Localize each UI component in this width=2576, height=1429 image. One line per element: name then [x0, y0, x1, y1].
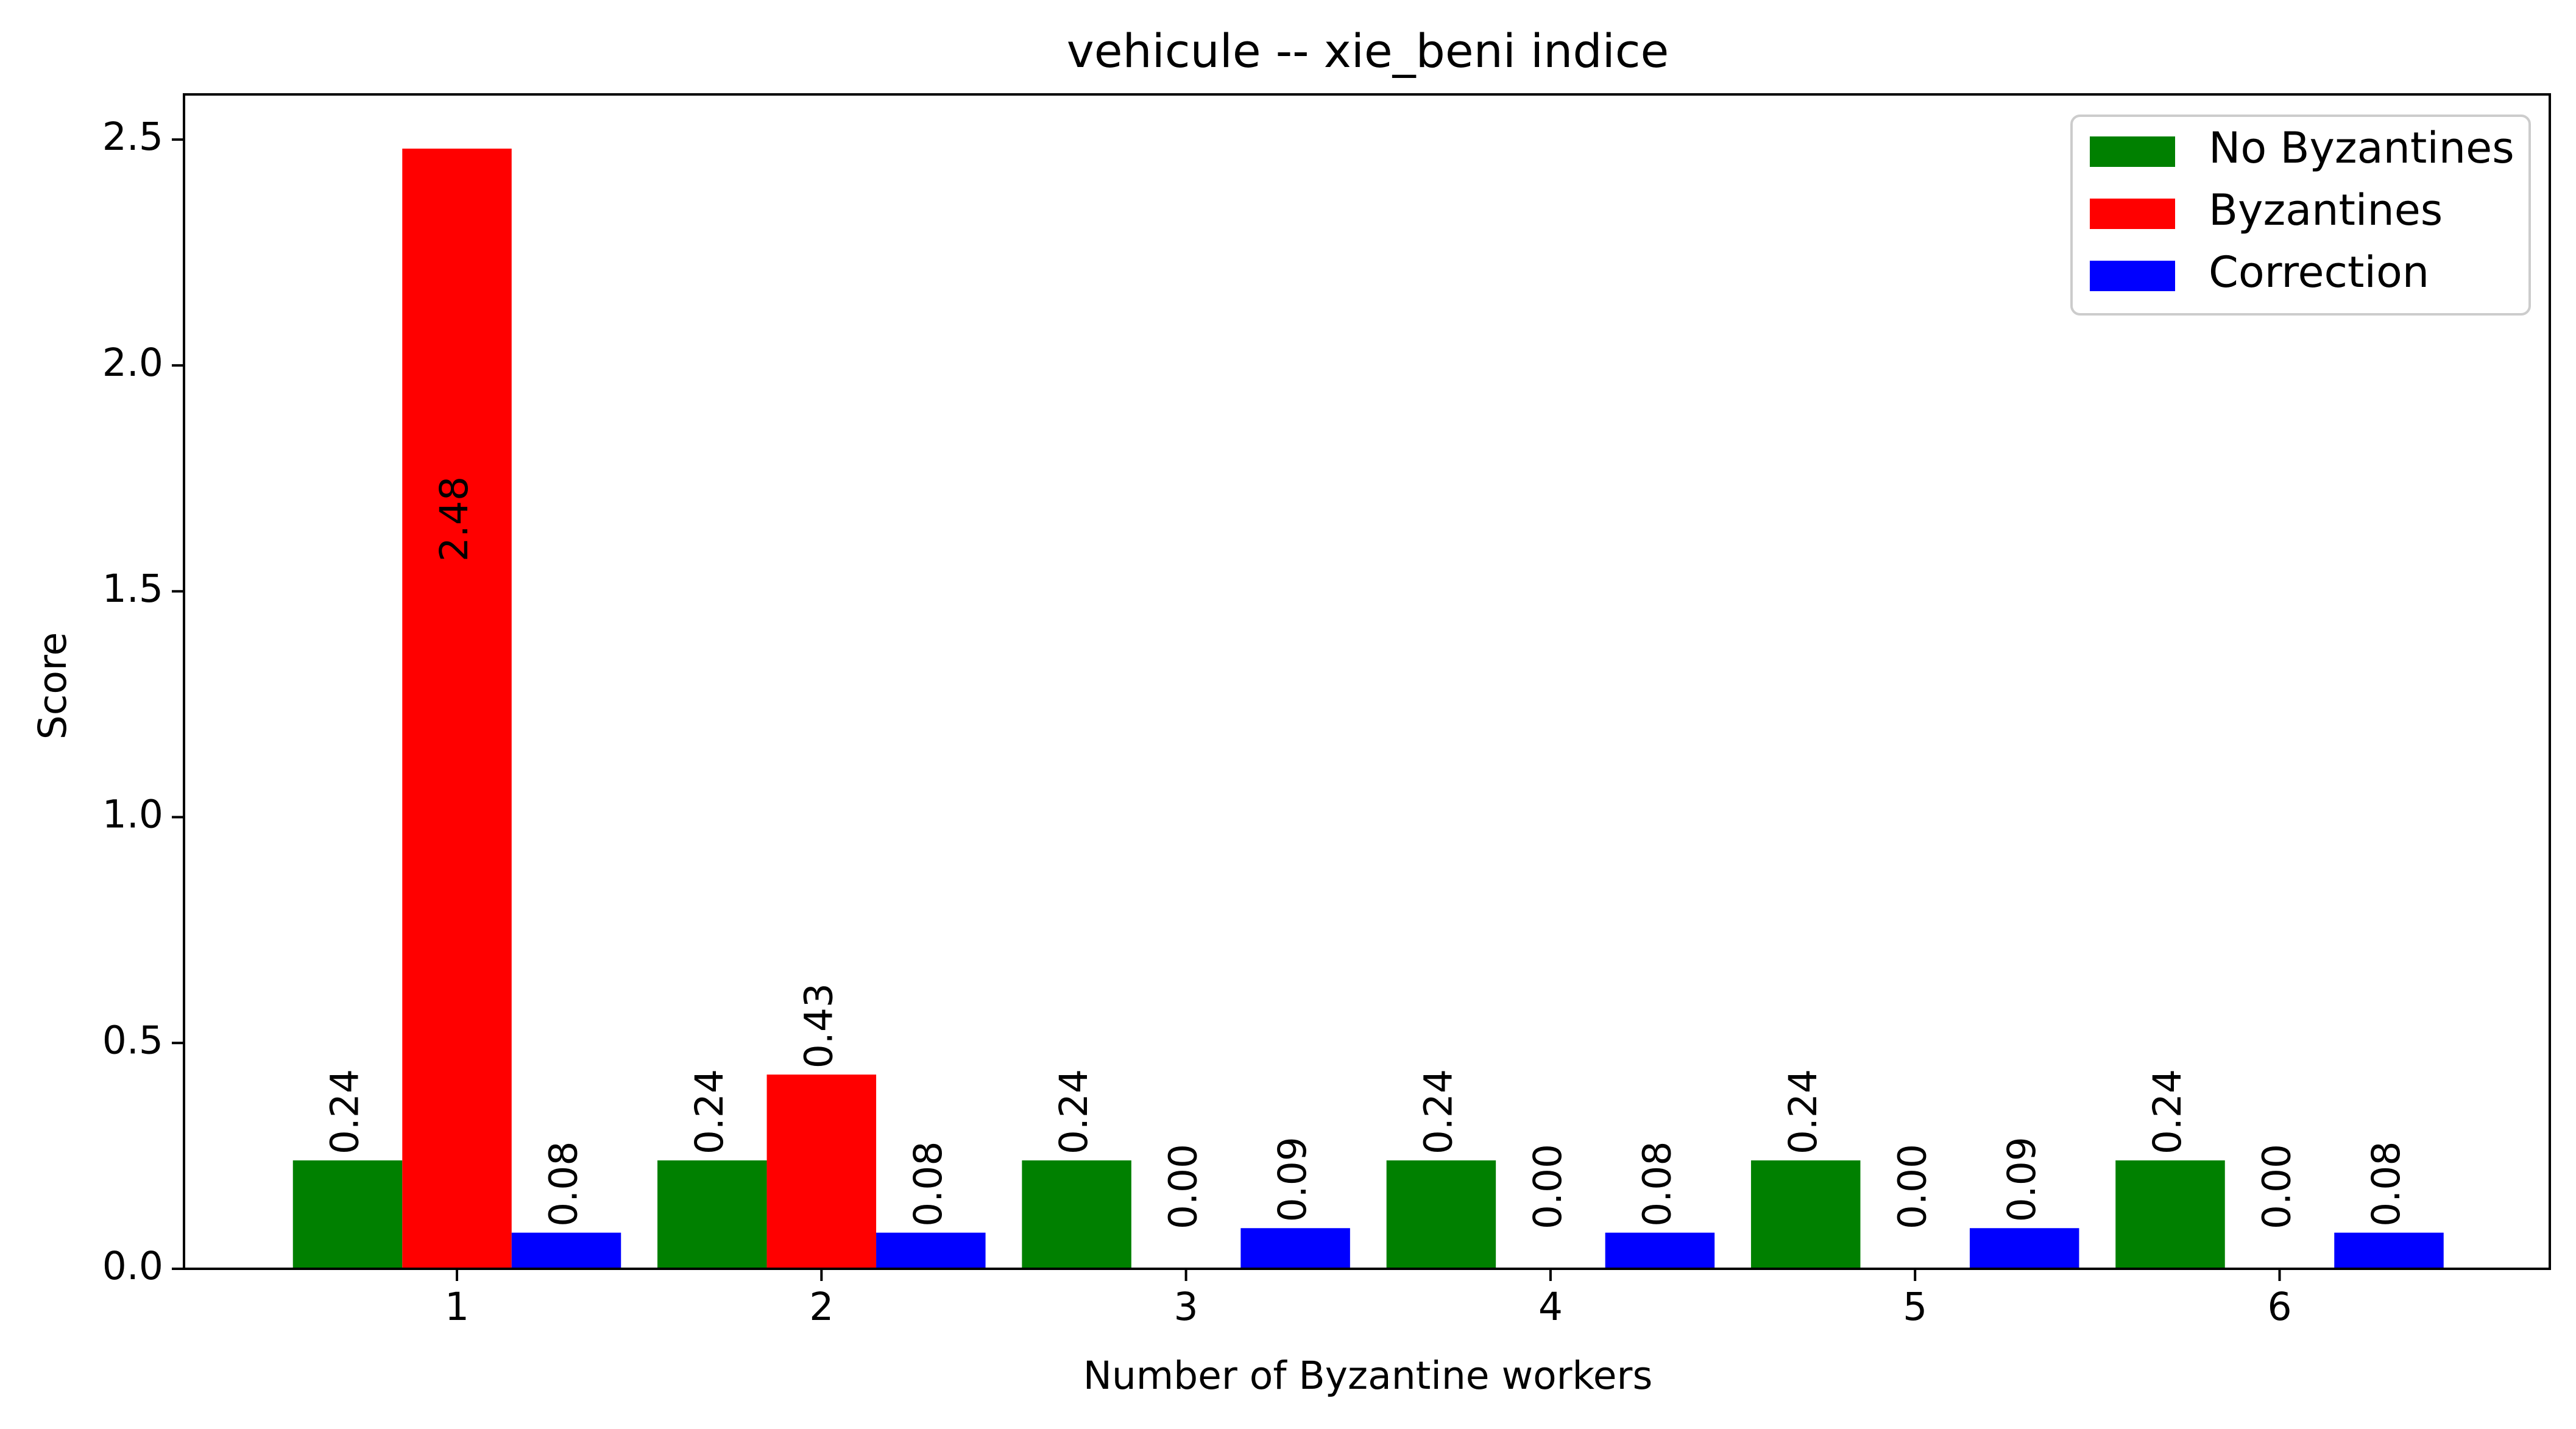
bar-value-label: 2.48: [432, 476, 476, 562]
y-axis-label: Score: [30, 632, 75, 739]
bar: [876, 1232, 986, 1269]
bar: [402, 148, 512, 1269]
plot-frame: [183, 93, 2551, 1270]
bar-value-label: 0.24: [1052, 1069, 1096, 1154]
bar-value-label: 0.24: [2145, 1069, 2190, 1154]
bar: [1750, 1160, 1861, 1269]
legend-box: [2070, 115, 2531, 316]
legend-swatch: [2090, 136, 2175, 167]
bar-value-label: 0.08: [2364, 1141, 2408, 1227]
legend-entry: Byzantines: [2209, 185, 2443, 235]
legend-swatch: [2090, 261, 2175, 291]
bar-value-label: 0.00: [2255, 1144, 2299, 1229]
y-tick-label: 1.0: [102, 792, 163, 837]
bar: [511, 1232, 621, 1269]
bar-value-label: 0.09: [1270, 1137, 1315, 1222]
bar-value-label: 0.09: [2000, 1137, 2044, 1222]
y-tick-label: 0.0: [102, 1244, 163, 1288]
bar-value-label: 0.00: [1161, 1144, 1206, 1229]
bar-value-label: 0.24: [1416, 1069, 1460, 1154]
x-tick-label: 2: [809, 1285, 833, 1329]
bar: [1969, 1228, 2079, 1269]
bar-value-label: 0.08: [542, 1141, 586, 1227]
bar: [657, 1160, 767, 1269]
x-tick-label: 5: [1903, 1285, 1927, 1329]
bar: [292, 1160, 403, 1269]
y-tick-label: 2.5: [102, 115, 163, 159]
bar: [2334, 1232, 2444, 1269]
x-tick-label: 1: [445, 1285, 469, 1329]
bar-value-label: 0.43: [796, 983, 841, 1068]
y-tick-label: 1.5: [102, 566, 163, 611]
bar: [1386, 1160, 1496, 1269]
bar-value-label: 0.24: [1781, 1069, 1825, 1154]
legend-entry: Correction: [2209, 247, 2429, 297]
x-tick-label: 6: [2267, 1285, 2291, 1329]
x-tick-label: 4: [1538, 1285, 1563, 1329]
y-tick-label: 0.5: [102, 1018, 163, 1062]
bar-value-label: 0.24: [323, 1069, 367, 1154]
bar-value-label: 0.24: [687, 1069, 732, 1154]
x-axis-label: Number of Byzantine workers: [1083, 1353, 1653, 1398]
y-tick-label: 2.0: [102, 340, 163, 385]
bar: [766, 1074, 877, 1269]
bar-value-label: 0.08: [906, 1141, 950, 1227]
bar: [1605, 1232, 1715, 1269]
bar-value-label: 0.08: [1635, 1141, 1679, 1227]
bar: [1240, 1228, 1350, 1269]
plot-area: 0.24 0.24 0.24 0.24 0.24 0.242.480.430.00 0.00…: [102, 93, 2551, 1329]
legend-entry: No Byzantines: [2209, 123, 2514, 173]
bar: [1022, 1160, 1131, 1269]
bar: [2115, 1160, 2225, 1269]
bar-value-label: 0.00: [1890, 1144, 1934, 1229]
chart-title: vehicule -- xie_beni indice: [1067, 24, 1669, 78]
x-tick-label: 3: [1174, 1285, 1198, 1329]
legend: No Byzantines Byzantines Correction: [2070, 115, 2531, 316]
legend-swatch: [2090, 199, 2175, 229]
bar-value-label: 0.00: [1526, 1144, 1570, 1229]
